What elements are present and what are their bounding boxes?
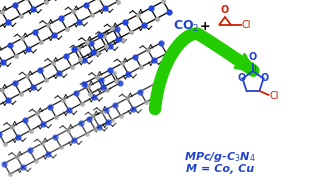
Text: O: O bbox=[237, 73, 246, 83]
Text: CO$_2$: CO$_2$ bbox=[173, 19, 199, 34]
Text: O: O bbox=[260, 73, 269, 83]
Text: MPc/g-C$_3$N$_4$: MPc/g-C$_3$N$_4$ bbox=[184, 150, 256, 164]
Text: O: O bbox=[221, 5, 229, 15]
Text: +: + bbox=[200, 19, 210, 33]
Text: M = Co, Cu: M = Co, Cu bbox=[186, 164, 254, 174]
Text: Cl: Cl bbox=[270, 91, 279, 101]
Text: Cl: Cl bbox=[242, 20, 251, 30]
Text: O: O bbox=[249, 52, 257, 62]
